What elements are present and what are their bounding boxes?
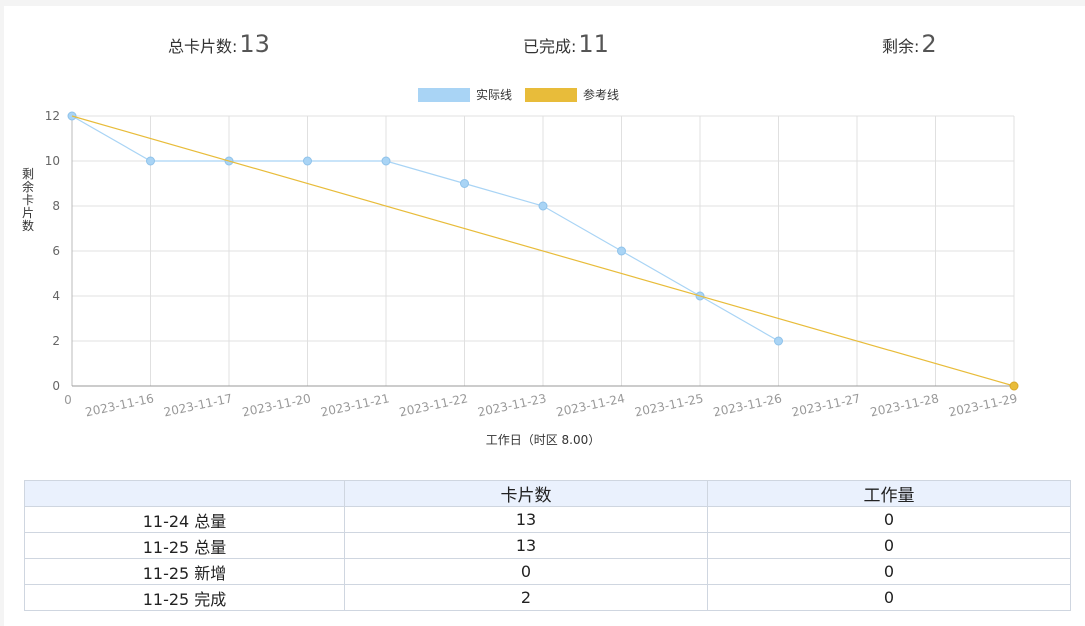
completed-stat: 已完成: 11 xyxy=(523,30,609,62)
legend-swatch-reference xyxy=(525,88,577,102)
table-header-workload: 工作量 xyxy=(707,480,1071,507)
x-axis-title: 工作日（时区 8.00） xyxy=(486,433,601,447)
y-tick-label: 6 xyxy=(52,244,60,258)
summary-table: 卡片数 工作量 11-24 总量 13 0 11-25 总量 13 0 11-2… xyxy=(24,480,1071,611)
x-tick-label: 2023-11-21 xyxy=(319,391,390,419)
y-axis-title-char: 剩 xyxy=(22,167,34,181)
y-tick-label: 10 xyxy=(45,154,60,168)
table-cell-cards: 13 xyxy=(344,532,708,559)
table-header-cards: 卡片数 xyxy=(344,480,708,507)
table-header-row: 卡片数 工作量 xyxy=(24,480,1071,507)
remaining-label: 剩余: xyxy=(882,37,920,56)
actual-data-point xyxy=(460,179,469,188)
table-cell-cards: 2 xyxy=(344,584,708,611)
x-tick-label: 2023-11-27 xyxy=(790,391,861,419)
actual-data-point xyxy=(617,246,626,256)
x-tick-label: 2023-11-16 xyxy=(84,391,155,419)
x-tick-label: 2023-11-28 xyxy=(869,391,940,419)
remaining-value: 2 xyxy=(921,30,937,58)
table-row: 11-25 总量 13 0 xyxy=(24,532,1071,559)
chart-axes: 0 2 4 6 8 10 12 0 2023-11-16 2023-11-17 2023-11-20… xyxy=(45,109,1019,419)
burndown-chart: 实际线 参考线 0 2 4 6 8 10 12 0 2023-11-16 2023-11-17 202… xyxy=(22,87,1019,447)
reference-series-line xyxy=(71,115,1015,387)
remaining-stat: 剩余: 2 xyxy=(882,30,937,62)
y-axis-title: 剩余卡片数 xyxy=(22,167,34,233)
actual-data-point xyxy=(538,201,548,211)
table-cell-label: 11-25 总量 xyxy=(24,532,345,559)
y-axis-title-char: 余 xyxy=(22,179,34,194)
chart-legend: 实际线 参考线 xyxy=(418,87,619,102)
chart-series xyxy=(67,111,1019,391)
table-cell-label: 11-25 新增 xyxy=(24,558,345,585)
y-tick-label: 8 xyxy=(52,199,60,213)
actual-data-point xyxy=(146,156,155,166)
table-row: 11-25 完成 2 0 xyxy=(24,584,1071,611)
x-tick-label: 2023-11-29 xyxy=(947,391,1018,419)
table-cell-cards: 13 xyxy=(344,506,708,533)
y-axis-title-char: 数 xyxy=(22,218,34,233)
y-tick-label: 2 xyxy=(52,334,60,348)
x-tick-label: 0 xyxy=(64,393,72,407)
x-tick-label: 2023-11-26 xyxy=(712,391,783,419)
legend-swatch-actual xyxy=(418,88,470,102)
table-row: 11-24 总量 13 0 xyxy=(24,506,1071,533)
table-row: 11-25 新增 0 0 xyxy=(24,558,1071,585)
table-cell-label: 11-24 总量 xyxy=(24,506,345,533)
actual-data-point xyxy=(381,156,391,166)
table-cell-workload: 0 xyxy=(707,584,1071,611)
table-cell-workload: 0 xyxy=(707,506,1071,533)
y-axis-title-char: 卡 xyxy=(22,193,34,207)
y-tick-label: 12 xyxy=(45,109,60,123)
reference-data-point xyxy=(1009,381,1019,391)
y-tick-label: 0 xyxy=(52,379,60,393)
x-tick-label: 2023-11-23 xyxy=(476,391,547,419)
table-cell-workload: 0 xyxy=(707,532,1071,559)
x-tick-label: 2023-11-22 xyxy=(398,391,469,419)
total-cards-label: 总卡片数: xyxy=(168,37,238,56)
actual-data-point xyxy=(303,156,312,166)
y-axis-title-char: 片 xyxy=(22,206,34,220)
total-cards-value: 13 xyxy=(239,30,270,58)
x-tick-label: 2023-11-17 xyxy=(162,391,233,419)
actual-data-point xyxy=(774,336,783,346)
actual-series-line xyxy=(71,115,779,342)
table-cell-label: 11-25 完成 xyxy=(24,584,345,611)
table-cell-workload: 0 xyxy=(707,558,1071,585)
table-header-empty xyxy=(24,480,345,507)
table-cell-cards: 0 xyxy=(344,558,708,585)
legend-label-actual: 实际线 xyxy=(476,87,512,102)
x-tick-label: 2023-11-24 xyxy=(555,391,626,419)
y-tick-label: 4 xyxy=(52,289,60,303)
x-tick-label: 2023-11-25 xyxy=(633,391,704,419)
legend-label-reference: 参考线 xyxy=(583,87,619,102)
completed-value: 11 xyxy=(578,30,609,58)
total-cards-stat: 总卡片数: 13 xyxy=(168,30,270,62)
completed-label: 已完成: xyxy=(523,37,577,56)
x-tick-label: 2023-11-20 xyxy=(241,391,312,419)
